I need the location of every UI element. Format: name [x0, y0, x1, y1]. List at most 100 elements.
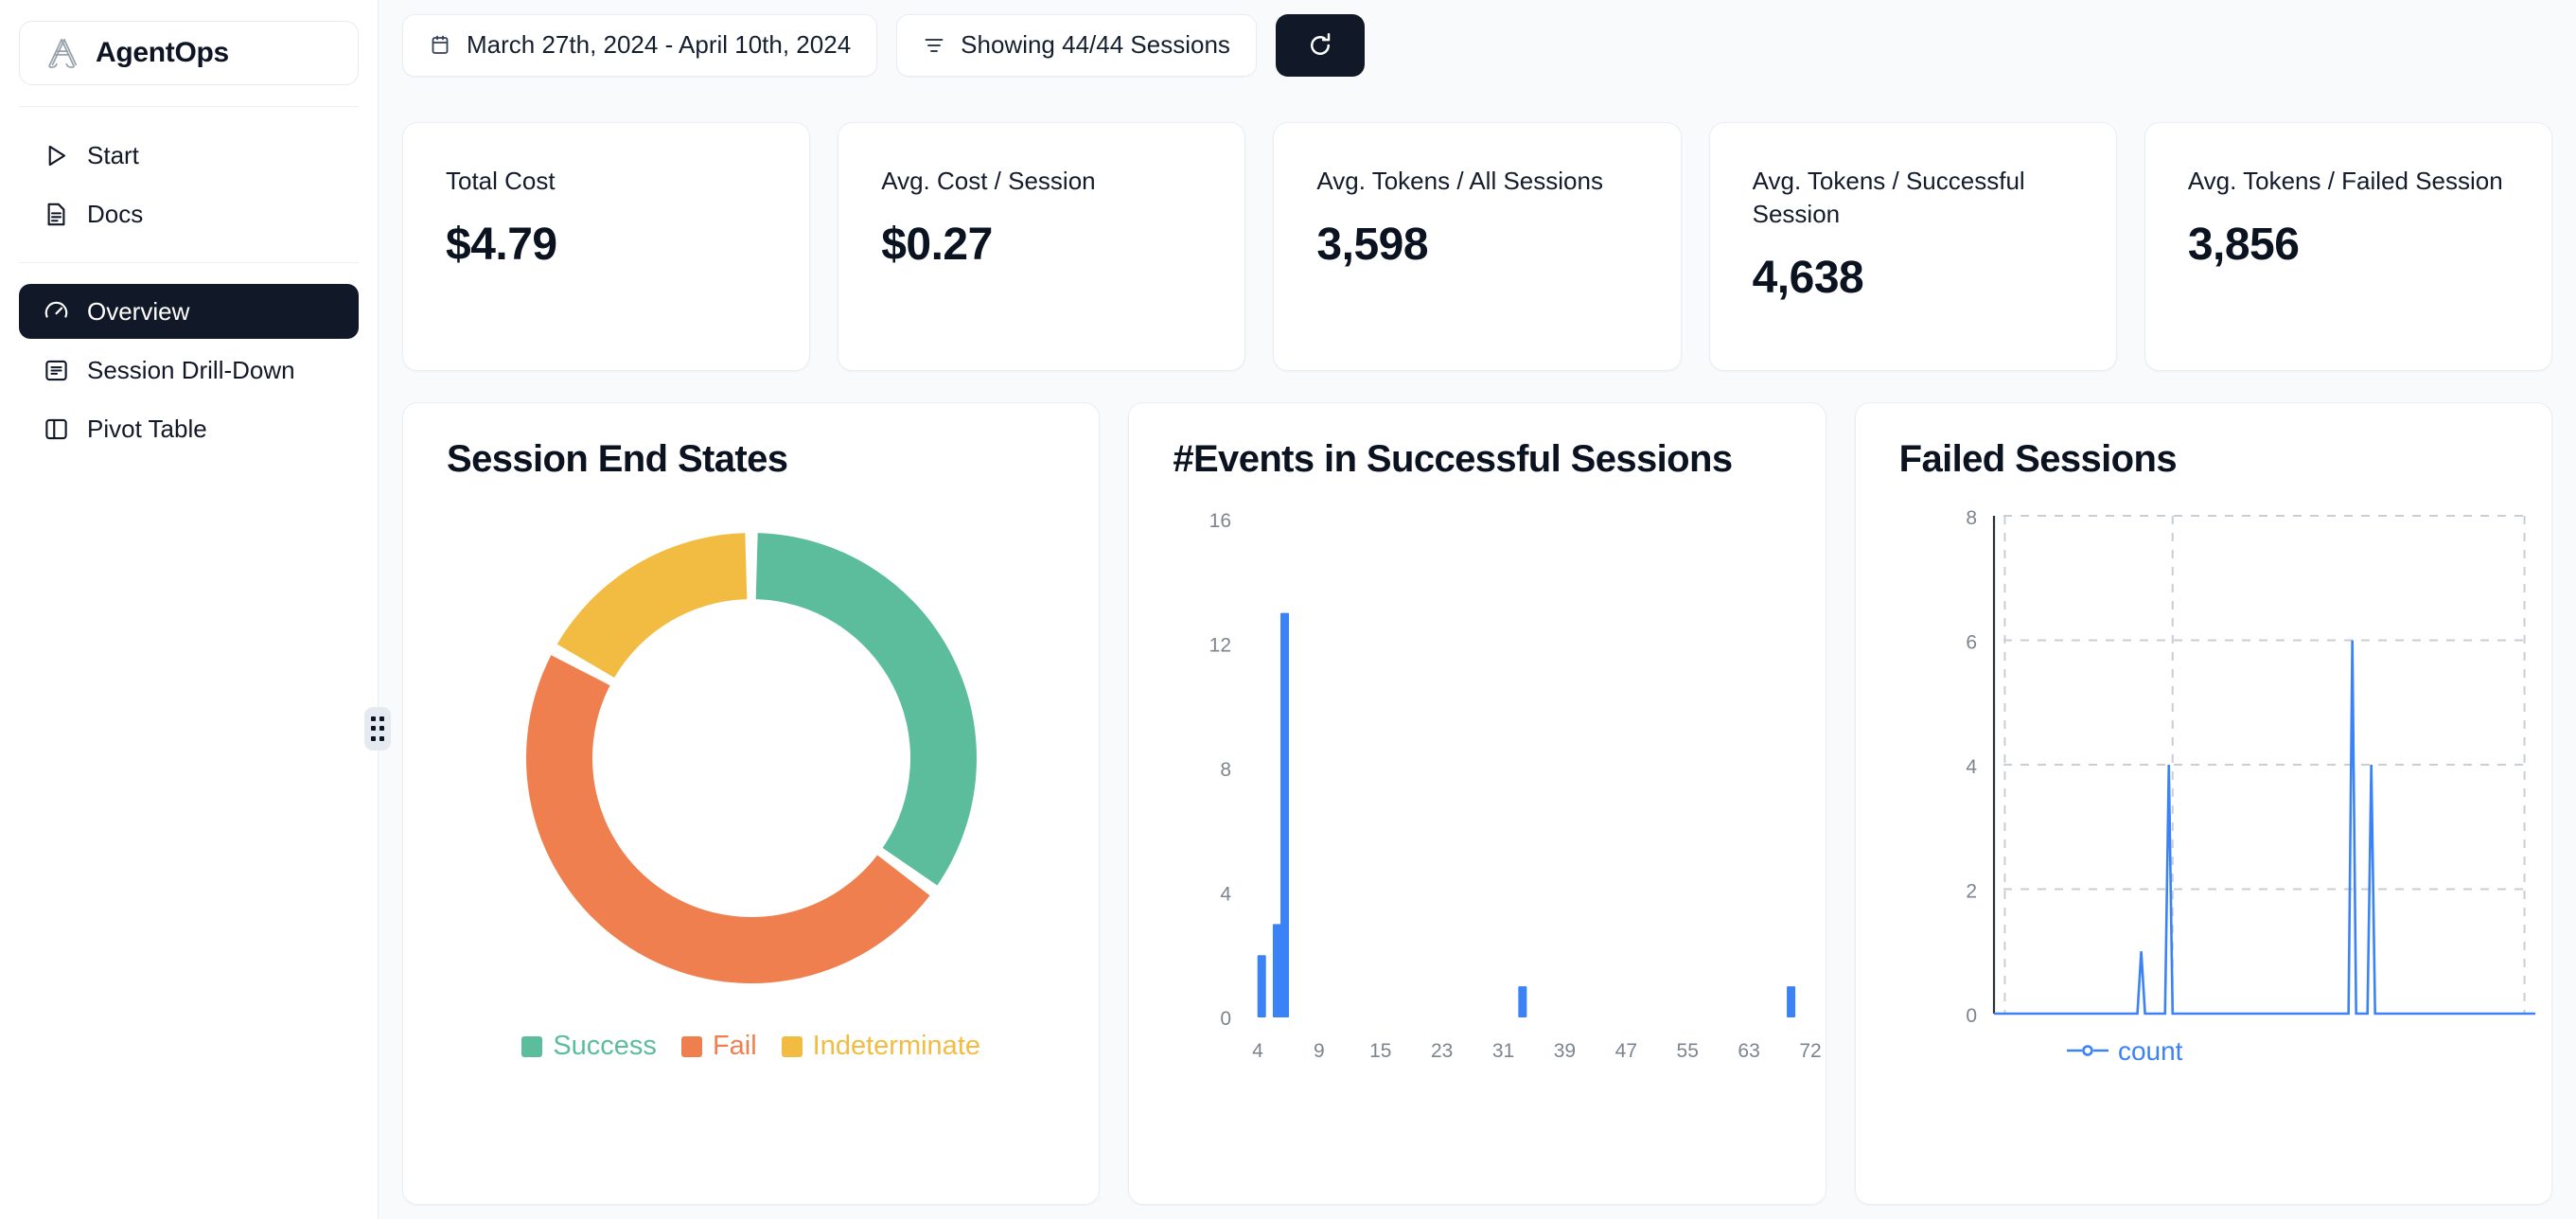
sidebar-divider-2 — [19, 262, 359, 263]
donut-slice-indeterminate[interactable] — [556, 533, 747, 679]
sidebar-item-session-drill-down[interactable]: Session Drill-Down — [19, 343, 359, 398]
refresh-icon — [1310, 32, 1331, 55]
chart-title-failed-sessions: Failed Sessions — [1898, 438, 2178, 480]
failed-sessions-line-chart[interactable]: 0 2 4 6 8 count — [1899, 491, 2552, 1097]
stat-value: $4.79 — [446, 220, 557, 271]
y-tick-label: 0 — [1966, 1005, 1977, 1027]
sidebar-divider-1 — [19, 106, 359, 107]
sidebar-item-overview[interactable]: Overview — [19, 284, 359, 339]
bar[interactable] — [1258, 955, 1267, 1018]
x-tick-label: 47 — [1615, 1040, 1637, 1062]
stat-cards: Total Cost $4.79 Avg. Cost / Session $0.… — [402, 122, 2553, 371]
handle-dot — [379, 736, 384, 742]
sidebar-item-start-label: Start — [87, 140, 139, 169]
handle-dot — [379, 726, 384, 732]
stat-card-avg-tokens-successful-session: Avg. Tokens / Successful Session 4,638 — [1708, 122, 2117, 371]
bar[interactable] — [1518, 986, 1527, 1018]
sessions-filter-label: Showing 44/44 Sessions — [961, 30, 1230, 59]
toolbar: March 27th, 2024 - April 10th, 2024 Show… — [402, 0, 2552, 87]
x-tick-label: 15 — [1369, 1040, 1391, 1062]
brand-name: AgentOps — [96, 37, 229, 68]
stat-value: 3,856 — [2187, 220, 2300, 271]
handle-dot — [379, 716, 384, 721]
donut-chart-wrap — [447, 503, 1055, 1014]
handle-dot — [371, 716, 376, 721]
chart-card-session-end-states: Session End States Success Fail — [402, 402, 1101, 1205]
sidebar-item-docs[interactable]: Docs — [19, 186, 359, 241]
gauge-icon — [44, 301, 68, 318]
donut-legend: Success Fail Indeterminate — [447, 1031, 1055, 1062]
y-tick-label: 8 — [1966, 507, 1977, 529]
y-tick-label: 6 — [1966, 632, 1977, 654]
sidebar-item-pivot-table[interactable]: Pivot Table — [19, 401, 359, 456]
document-text-icon — [47, 203, 65, 225]
sidebar-item-overview-label: Overview — [87, 296, 190, 326]
y-tick-label: 16 — [1209, 510, 1231, 532]
y-tick-label: 12 — [1209, 635, 1231, 657]
paperclip-a-logo-icon — [48, 38, 78, 69]
legend-swatch-success — [521, 1035, 543, 1057]
sidebar-item-docs-label: Docs — [87, 199, 144, 228]
date-range-label: March 27th, 2024 - April 10th, 2024 — [467, 30, 852, 59]
refresh-button[interactable] — [1275, 13, 1365, 77]
legend-label-success: Success — [553, 1031, 657, 1062]
stat-label: Avg. Tokens / Successful Session — [1752, 167, 2025, 229]
donut-slice-fail[interactable] — [525, 655, 930, 984]
bar[interactable] — [1787, 986, 1796, 1018]
legend-label-fail: Fail — [712, 1031, 757, 1062]
x-tick-label: 39 — [1554, 1040, 1576, 1062]
legend-swatch-indeterminate — [781, 1035, 803, 1057]
sessions-filter-button[interactable]: Showing 44/44 Sessions — [896, 13, 1257, 77]
stat-label: Total Cost — [446, 167, 556, 195]
line-series-count[interactable] — [1993, 640, 2535, 1016]
x-tick-label: 9 — [1314, 1040, 1325, 1062]
x-tick-label: 55 — [1677, 1040, 1699, 1062]
chart-card-failed-sessions: Failed Sessions 0 2 4 6 8 count — [1854, 402, 2552, 1205]
filter-icon — [925, 38, 944, 52]
sidebar-resize-handle[interactable] — [364, 707, 391, 751]
legend-label-indeterminate: Indeterminate — [812, 1031, 980, 1062]
legend-marker-circle — [2081, 1045, 2093, 1056]
stat-value: 3,598 — [1316, 220, 1429, 271]
stat-label: Avg. Tokens / Failed Session — [2187, 167, 2503, 195]
bar[interactable] — [1280, 612, 1290, 1018]
stat-card-total-cost: Total Cost $4.79 — [402, 122, 811, 371]
stat-value: $0.27 — [881, 220, 993, 271]
x-tick-label: 72 — [1800, 1040, 1822, 1062]
calendar-icon — [432, 35, 449, 54]
bar[interactable] — [1273, 924, 1282, 1018]
main-content: March 27th, 2024 - April 10th, 2024 Show… — [379, 0, 2576, 1219]
stat-card-avg-tokens-all-sessions: Avg. Tokens / All Sessions 3,598 — [1273, 122, 1682, 371]
chart-card-events-successful-sessions: #Events in Successful Sessions 0 4 8 12 16 4 9… — [1128, 402, 1826, 1205]
legend-item-indeterminate[interactable]: Indeterminate — [781, 1031, 980, 1062]
y-tick-label: 0 — [1221, 1008, 1232, 1030]
stat-card-avg-tokens-failed-session: Avg. Tokens / Failed Session 3,856 — [2144, 122, 2553, 371]
x-tick-label: 4 — [1252, 1040, 1263, 1062]
brand-button[interactable]: AgentOps — [19, 21, 359, 85]
legend-item-fail[interactable]: Fail — [680, 1031, 757, 1062]
sidebar-item-pivot-table-label: Pivot Table — [87, 414, 207, 443]
chart-title-session-end-states: Session End States — [447, 438, 788, 480]
handle-dot — [371, 736, 376, 742]
legend-label-count[interactable]: count — [2118, 1036, 2183, 1066]
handle-dot — [371, 726, 376, 732]
list-box-icon — [45, 360, 67, 380]
sidebar-nav-main: Overview Session Drill-Down Pivot Table — [19, 284, 359, 456]
chart-cards: Session End States Success Fail — [402, 402, 2552, 1205]
line-chart-wrap: 0 2 4 6 8 count — [1899, 491, 2535, 1097]
sidebar-nav-top: Start Docs — [19, 128, 359, 241]
sidebar-item-session-drill-down-label: Session Drill-Down — [87, 355, 295, 384]
y-tick-label: 2 — [1966, 881, 1977, 903]
donut-slice-success[interactable] — [755, 533, 977, 886]
panel-split-icon — [45, 418, 67, 439]
y-tick-label: 8 — [1221, 759, 1232, 781]
y-tick-label: 4 — [1966, 756, 1977, 778]
legend-swatch-fail — [680, 1035, 702, 1057]
donut-chart[interactable] — [496, 503, 1007, 1014]
date-range-picker[interactable]: March 27th, 2024 - April 10th, 2024 — [402, 13, 878, 77]
legend-item-success[interactable]: Success — [521, 1031, 657, 1062]
sidebar-item-start[interactable]: Start — [19, 128, 359, 183]
x-tick-label: 31 — [1492, 1040, 1514, 1062]
